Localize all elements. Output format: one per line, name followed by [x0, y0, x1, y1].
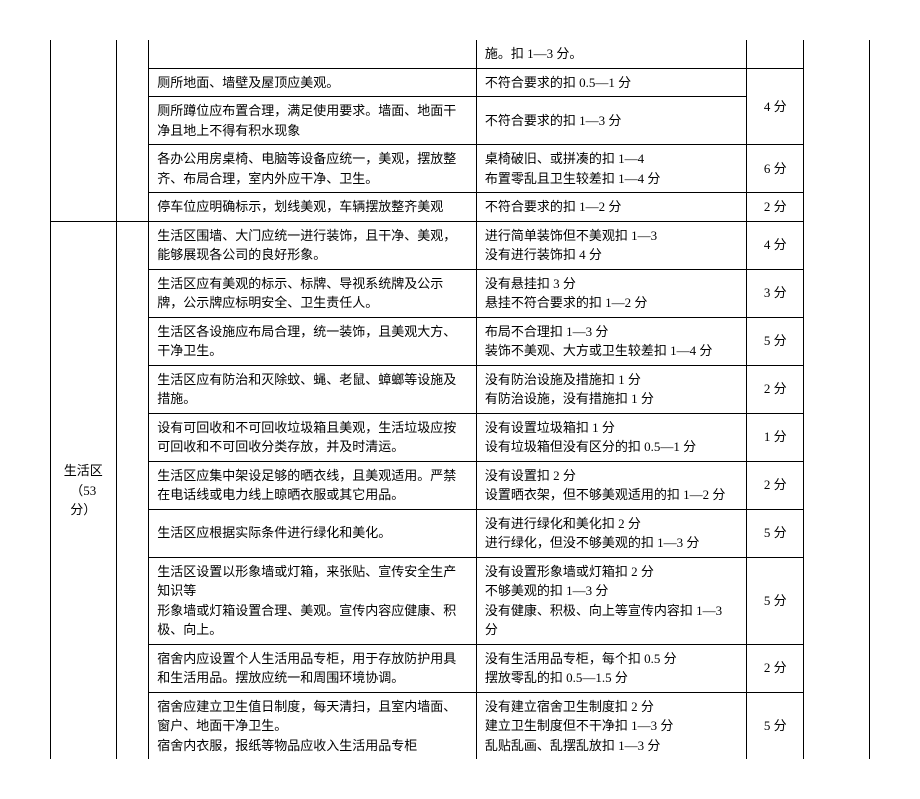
- score-cell: 4 分: [747, 221, 804, 269]
- deduction-cell: 布局不合理扣 1—3 分装饰不美观、大方或卫生较差扣 1—4 分: [476, 317, 746, 365]
- requirement-cell: 生活区设置以形象墙或灯箱，来张贴、宣传安全生产知识等形象墙或灯箱设置合理、美观。…: [149, 557, 477, 644]
- table-row: 施。扣 1—3 分。: [51, 40, 870, 68]
- category-cell: 生活区（53 分）: [51, 221, 117, 759]
- requirement-cell: 生活区各设施应布局合理，统一装饰，且美观大方、干净卫生。: [149, 317, 477, 365]
- table-row: 设有可回收和不可回收垃圾箱且美观，生活垃圾应按可回收和不可回收分类存放，并及时清…: [51, 413, 870, 461]
- score-cell: 1 分: [747, 413, 804, 461]
- requirement-cell: 生活区应集中架设足够的晒衣线，且美观适用。严禁在电话线或电力线上晾晒衣服或其它用…: [149, 461, 477, 509]
- deduction-cell: 没有进行绿化和美化扣 2 分进行绿化，但没不够美观的扣 1—3 分: [476, 509, 746, 557]
- score-cell: 4 分: [747, 68, 804, 145]
- deduction-cell: 进行简单装饰但不美观扣 1—3没有进行装饰扣 4 分: [476, 221, 746, 269]
- requirement-cell: 宿舍应建立卫生值日制度，每天清扫，且室内墙面、窗户、地面干净卫生。宿舍内衣服，报…: [149, 692, 477, 759]
- score-cell: 5 分: [747, 317, 804, 365]
- table-row: 生活区应有美观的标示、标牌、导视系统牌及公示牌，公示牌应标明安全、卫生责任人。没…: [51, 269, 870, 317]
- deduction-cell: 没有生活用品专柜，每个扣 0.5 分摆放零乱的扣 0.5—1.5 分: [476, 644, 746, 692]
- deduction-cell: 没有设置扣 2 分设置晒衣架，但不够美观适用的扣 1—2 分: [476, 461, 746, 509]
- category-cell: [51, 40, 117, 221]
- score-cell: 2 分: [747, 461, 804, 509]
- requirement-cell: 生活区围墙、大门应统一进行装饰，且干净、美观，能够展现各公司的良好形象。: [149, 221, 477, 269]
- score-cell: [747, 40, 804, 68]
- requirement-cell: 设有可回收和不可回收垃圾箱且美观，生活垃圾应按可回收和不可回收分类存放，并及时清…: [149, 413, 477, 461]
- table-row: 生活区应根据实际条件进行绿化和美化。没有进行绿化和美化扣 2 分进行绿化，但没不…: [51, 509, 870, 557]
- requirement-cell: 生活区应根据实际条件进行绿化和美化。: [149, 509, 477, 557]
- table-row: 宿舍应建立卫生值日制度，每天清扫，且室内墙面、窗户、地面干净卫生。宿舍内衣服，报…: [51, 692, 870, 759]
- deduction-cell: 没有防治设施及措施扣 1 分有防治设施，没有措施扣 1 分: [476, 365, 746, 413]
- table-row: 宿舍内应设置个人生活用品专柜，用于存放防护用具和生活用品。摆放应统一和周围环境协…: [51, 644, 870, 692]
- table-row: 生活区设置以形象墙或灯箱，来张贴、宣传安全生产知识等形象墙或灯箱设置合理、美观。…: [51, 557, 870, 644]
- score-cell: 5 分: [747, 692, 804, 759]
- table-row: 生活区应集中架设足够的晒衣线，且美观适用。严禁在电话线或电力线上晾晒衣服或其它用…: [51, 461, 870, 509]
- score-cell: 2 分: [747, 365, 804, 413]
- evaluation-table: 施。扣 1—3 分。厕所地面、墙壁及屋顶应美观。不符合要求的扣 0.5—1 分4…: [50, 40, 870, 759]
- evaluation-table-container: 施。扣 1—3 分。厕所地面、墙壁及屋顶应美观。不符合要求的扣 0.5—1 分4…: [50, 40, 870, 759]
- blank-cell: [116, 40, 149, 221]
- score-cell: 5 分: [747, 557, 804, 644]
- table-row: 厕所地面、墙壁及屋顶应美观。不符合要求的扣 0.5—1 分4 分: [51, 68, 870, 97]
- deduction-cell: 没有悬挂扣 3 分悬挂不符合要求的扣 1—2 分: [476, 269, 746, 317]
- score-cell: 5 分: [747, 509, 804, 557]
- blank-cell: [116, 221, 149, 759]
- requirement-cell: 生活区应有防治和灭除蚊、蝇、老鼠、蟑螂等设施及措施。: [149, 365, 477, 413]
- table-row: 各办公用房桌椅、电脑等设备应统一，美观，摆放整齐、布局合理，室内外应干净、卫生。…: [51, 145, 870, 193]
- requirement-cell: 厕所地面、墙壁及屋顶应美观。: [149, 68, 477, 97]
- table-row: 生活区应有防治和灭除蚊、蝇、老鼠、蟑螂等设施及措施。没有防治设施及措施扣 1 分…: [51, 365, 870, 413]
- deduction-cell: 桌椅破旧、或拼凑的扣 1—4布置零乱且卫生较差扣 1—4 分: [476, 145, 746, 193]
- score-cell: 3 分: [747, 269, 804, 317]
- requirement-cell: 宿舍内应设置个人生活用品专柜，用于存放防护用具和生活用品。摆放应统一和周围环境协…: [149, 644, 477, 692]
- requirement-cell: [149, 40, 477, 68]
- table-row: 生活区各设施应布局合理，统一装饰，且美观大方、干净卫生。布局不合理扣 1—3 分…: [51, 317, 870, 365]
- requirement-cell: 生活区应有美观的标示、标牌、导视系统牌及公示牌，公示牌应标明安全、卫生责任人。: [149, 269, 477, 317]
- score-cell: 6 分: [747, 145, 804, 193]
- deduction-cell: 没有设置形象墙或灯箱扣 2 分不够美观的扣 1—3 分没有健康、积极、向上等宣传…: [476, 557, 746, 644]
- score-cell: 2 分: [747, 193, 804, 222]
- requirement-cell: 各办公用房桌椅、电脑等设备应统一，美观，摆放整齐、布局合理，室内外应干净、卫生。: [149, 145, 477, 193]
- deduction-cell: 施。扣 1—3 分。: [476, 40, 746, 68]
- deduction-cell: 不符合要求的扣 1—3 分: [476, 97, 746, 145]
- deduction-cell: 不符合要求的扣 1—2 分: [476, 193, 746, 222]
- score-cell: 2 分: [747, 644, 804, 692]
- end-cell: [804, 40, 870, 759]
- requirement-cell: 停车位应明确标示，划线美观，车辆摆放整齐美观: [149, 193, 477, 222]
- deduction-cell: 没有设置垃圾箱扣 1 分设有垃圾箱但没有区分的扣 0.5—1 分: [476, 413, 746, 461]
- table-row: 停车位应明确标示，划线美观，车辆摆放整齐美观不符合要求的扣 1—2 分2 分: [51, 193, 870, 222]
- deduction-cell: 没有建立宿舍卫生制度扣 2 分建立卫生制度但不干净扣 1—3 分乱贴乱画、乱摆乱…: [476, 692, 746, 759]
- table-row: 生活区（53 分）生活区围墙、大门应统一进行装饰，且干净、美观，能够展现各公司的…: [51, 221, 870, 269]
- deduction-cell: 不符合要求的扣 0.5—1 分: [476, 68, 746, 97]
- requirement-cell: 厕所蹲位应布置合理，满足使用要求。墙面、地面干净且地上不得有积水现象: [149, 97, 477, 145]
